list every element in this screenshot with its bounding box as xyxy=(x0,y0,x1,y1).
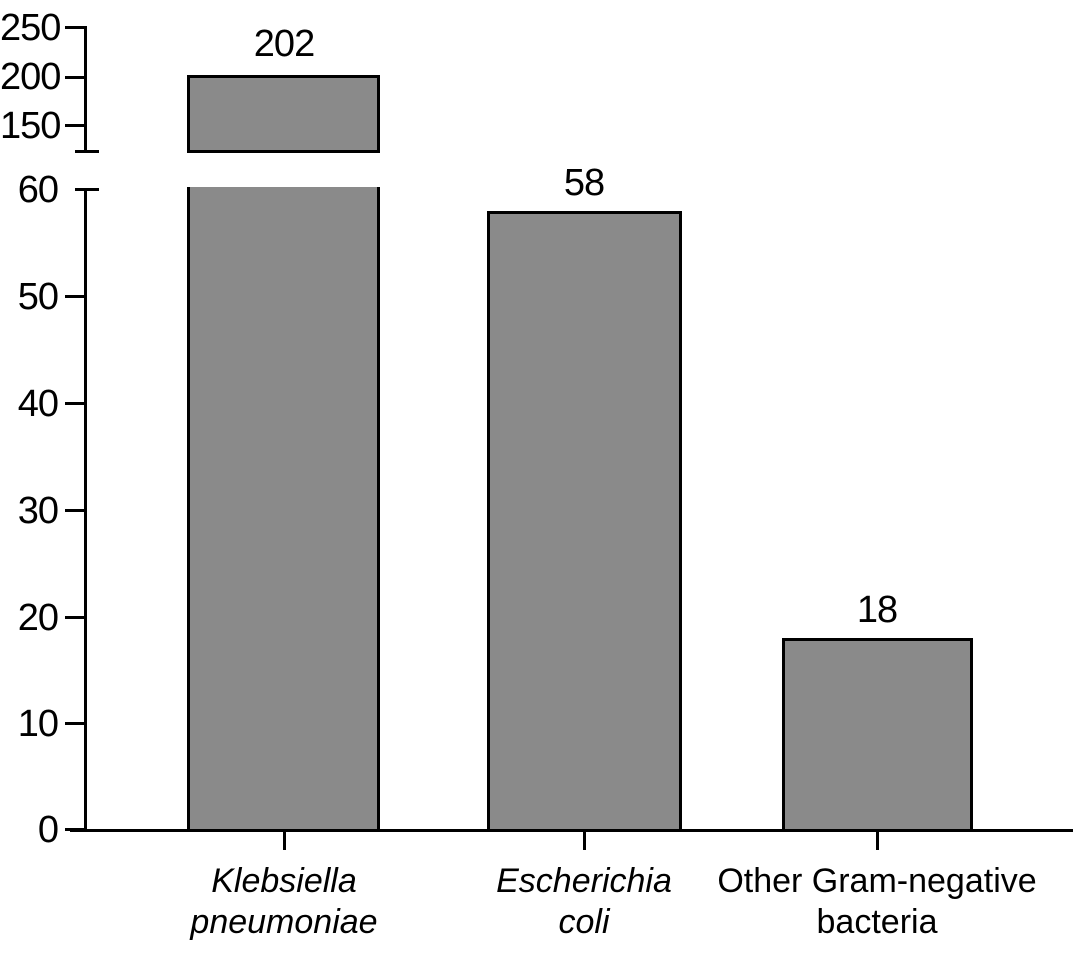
y-tick-label: 200 xyxy=(0,56,61,98)
x-tick xyxy=(583,832,586,850)
y-tick xyxy=(65,509,85,512)
axis-break-cap-lower xyxy=(75,188,99,191)
category-label-line: coli xyxy=(558,903,610,941)
y-tick-label: 250 xyxy=(0,7,61,49)
y-tick-label: 50 xyxy=(17,276,59,318)
y-tick-label: 40 xyxy=(17,383,59,425)
y-tick xyxy=(65,722,85,725)
y-tick xyxy=(65,402,85,405)
bar-value-label: 18 xyxy=(856,589,898,631)
x-category-label-escherichia: Escherichia coli xyxy=(404,861,764,943)
bar-other-gram-negative xyxy=(782,638,973,829)
y-tick xyxy=(65,616,85,619)
y-tick-label: 30 xyxy=(17,490,59,532)
y-tick xyxy=(65,295,85,298)
bar-value-label: 202 xyxy=(253,23,315,65)
y-tick xyxy=(65,76,85,79)
bar-escherichia-coli xyxy=(487,211,682,829)
category-label-line: Other Gram-negative xyxy=(717,862,1037,900)
y-tick xyxy=(65,124,85,127)
y-axis-upper-segment xyxy=(84,26,87,153)
y-tick-label: 10 xyxy=(17,703,59,745)
axis-break-cap-upper xyxy=(75,150,99,153)
y-tick-label: 150 xyxy=(0,105,61,147)
category-label-line: bacteria xyxy=(816,903,938,941)
y-tick-label: 20 xyxy=(17,597,59,639)
x-tick xyxy=(283,832,286,850)
x-category-label-klebsiella: Klebsiella pneumoniae xyxy=(104,861,464,943)
x-tick xyxy=(876,832,879,850)
x-axis xyxy=(70,829,1073,832)
category-label-line: pneumoniae xyxy=(190,903,378,941)
y-tick-label: 60 xyxy=(17,169,59,211)
y-tick xyxy=(65,26,85,29)
bar-klebsiella-pneumoniae-lower-segment xyxy=(187,187,380,829)
y-axis-lower-segment xyxy=(84,189,87,832)
y-tick-label: 0 xyxy=(37,809,59,851)
bar-klebsiella-pneumoniae-upper-segment xyxy=(187,75,380,153)
category-label-line: Escherichia xyxy=(496,862,672,900)
bar-value-label: 58 xyxy=(563,162,605,204)
category-label-line: Klebsiella xyxy=(211,862,357,900)
x-category-label-other: Other Gram-negative bacteria xyxy=(692,861,1062,943)
